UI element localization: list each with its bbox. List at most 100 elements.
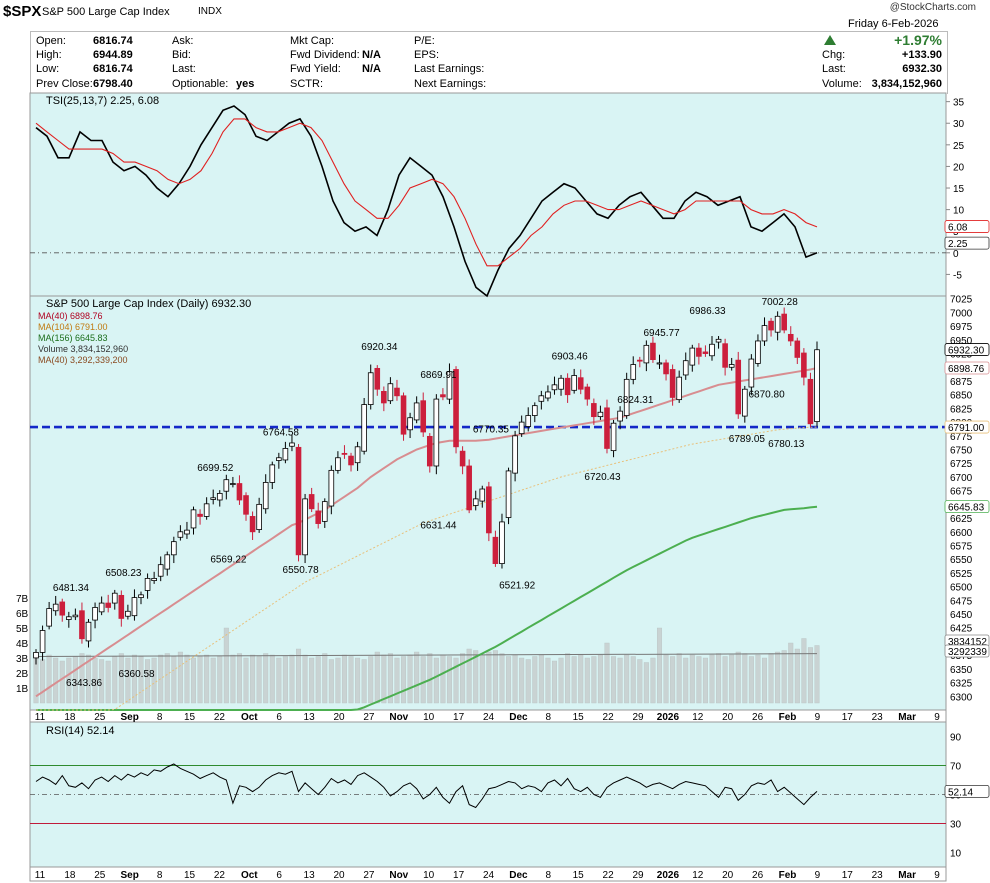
volume-bar: [748, 656, 754, 704]
volume-bar: [263, 653, 269, 704]
last-earnings-label: Last Earnings:: [414, 63, 485, 75]
fwdyield-label: Fwd Yield:: [290, 63, 341, 75]
candle-up: [85, 621, 92, 642]
volume-bar: [722, 656, 728, 704]
ma40-legend: MA(40) 6898.76: [38, 311, 103, 321]
candle-up: [66, 616, 72, 620]
price-tick-label: 7025: [950, 295, 973, 306]
candle-down: [650, 342, 656, 361]
x-axis-label: Feb: [779, 712, 797, 723]
grid-layer: [30, 101, 950, 824]
x-axis-strip-rsi: [29, 866, 947, 882]
x-axis-label: 27: [363, 870, 375, 881]
volume-bar: [794, 648, 800, 704]
candle-down: [604, 407, 610, 449]
volume-bar: [315, 656, 321, 704]
price-legend: S&P 500 Large Cap Index (Daily) 6932.30: [46, 298, 251, 310]
candle-up: [551, 384, 558, 391]
rsi-tick-label: 10: [950, 849, 962, 860]
tsi-layer: [35, 105, 818, 298]
open-label: Open:: [36, 35, 66, 47]
x-axis-label: 13: [304, 712, 316, 723]
volume-bar: [151, 657, 157, 704]
tsi-tick-label: 35: [953, 98, 965, 109]
candle-down: [236, 483, 243, 501]
volume-bar: [742, 653, 748, 704]
x-axis-label: 15: [184, 870, 196, 881]
volume-bar: [775, 651, 781, 704]
volume-bar: [519, 657, 525, 704]
candle-up: [39, 630, 46, 653]
mktcap-label: Mkt Cap:: [290, 35, 335, 47]
volume-bar: [381, 654, 387, 704]
candle-up: [367, 372, 374, 405]
price-tick-label: 6350: [950, 665, 973, 676]
candle-up: [742, 388, 748, 417]
x-axis-label: Nov: [389, 712, 408, 723]
candle-down: [79, 610, 85, 640]
candle-down: [426, 435, 433, 467]
volume-bar: [591, 656, 597, 704]
x-axis-label: Oct: [241, 712, 258, 723]
volume-value-label: 3834152: [948, 637, 987, 648]
x-axis-label: 8: [157, 870, 163, 881]
x-axis-label: 22: [603, 870, 615, 881]
volume-bar: [460, 653, 466, 704]
candle-up: [203, 503, 210, 517]
volume-bar: [296, 648, 302, 704]
volume-bar: [676, 653, 682, 704]
x-axis-label: 12: [692, 870, 704, 881]
ma104-value-label-box: [944, 420, 990, 434]
x-axis-label: Mar: [898, 870, 916, 881]
candle-up: [151, 577, 157, 581]
volume-bar: [532, 656, 538, 704]
price-annotation: 6986.33: [689, 306, 726, 317]
chg-value: +133.90: [901, 49, 942, 61]
candle-up: [689, 347, 696, 366]
x-axis-label: 6: [276, 712, 282, 723]
candle-down: [735, 359, 742, 415]
x-axis-label: 13: [304, 870, 316, 881]
candle-up: [190, 509, 197, 529]
candle-up: [111, 592, 118, 604]
volume-bar: [414, 651, 420, 704]
header-date: Friday 6-Feb-2026: [848, 18, 939, 30]
tsi-tick-label: 30: [953, 119, 965, 130]
volume-label: Volume:: [822, 78, 862, 90]
volume-bar: [184, 654, 190, 704]
x-axis-label: 9: [815, 870, 821, 881]
candle-up: [302, 498, 308, 556]
x-axis-label: 29: [632, 712, 644, 723]
rsi-tick-label: 30: [950, 820, 962, 831]
candle-down: [348, 455, 354, 466]
tsi-tick-label: 15: [953, 184, 965, 195]
x-axis-label: 15: [573, 870, 585, 881]
volume-bar: [492, 650, 498, 704]
x-axis-label: 20: [333, 712, 345, 723]
candle-up: [98, 602, 105, 613]
volume-bar: [630, 656, 636, 704]
volume-bar: [177, 651, 183, 704]
candle-up: [597, 411, 604, 418]
candle-up: [512, 435, 518, 474]
volume-bar: [716, 653, 722, 704]
x-axis-label: Dec: [509, 712, 528, 723]
candle-up: [354, 446, 361, 464]
volume-bar: [394, 657, 400, 704]
candle-up: [709, 343, 715, 357]
fwdyield-value: N/A: [362, 63, 381, 75]
candle-up: [171, 541, 177, 556]
price-annotation: 6699.52: [197, 463, 234, 474]
candle-up: [538, 395, 545, 402]
candle-down: [59, 601, 66, 616]
candle-up: [328, 469, 335, 507]
rsi-tick-label: 70: [950, 762, 962, 773]
x-axis-label: 22: [214, 870, 226, 881]
price-tick-label: 6300: [950, 692, 973, 703]
volume-bar: [512, 654, 518, 704]
x-axis-label: 25: [94, 712, 106, 723]
candle-up: [361, 404, 367, 452]
tsi-panel: [29, 92, 947, 297]
candle-up: [656, 362, 663, 365]
candle-up: [33, 652, 39, 659]
